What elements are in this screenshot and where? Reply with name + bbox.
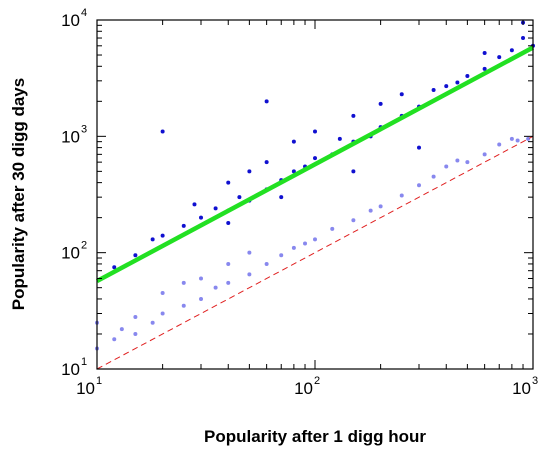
plot-frame [96,19,534,370]
data-point-blue [378,101,383,106]
data-point-blue [199,215,204,220]
data-point-blue [497,55,502,60]
y-axis-title: Popularity after 30 digg days [9,78,28,310]
data-point-lightblue [526,136,531,141]
reference-line [96,135,534,370]
data-point-lightblue [482,152,487,157]
data-point-lightblue [497,142,502,147]
y-tick-label-exponent: 3 [81,123,87,135]
data-point-blue [465,74,470,79]
data-point-lightblue [181,280,186,285]
data-point-blue [264,99,269,104]
data-point-lightblue [368,208,373,213]
data-point-lightblue [264,261,269,266]
data-point-blue [181,223,186,228]
data-point-blue [133,253,138,258]
y-tick-label-base: 10 [61,360,80,379]
lines-layer [95,45,535,370]
data-point-lightblue [330,226,335,231]
data-point-lightblue [279,253,284,258]
data-point-lightblue [199,296,204,301]
data-point-blue [192,202,197,207]
x-tick-label-exponent: 3 [532,375,538,387]
data-point-blue [509,48,514,53]
data-point-lightblue [465,160,470,165]
data-point-lightblue [303,241,308,246]
data-point-blue [351,113,356,118]
data-point-lightblue [417,183,422,188]
data-point-lightblue [455,158,460,163]
data-point-lightblue [133,331,138,336]
data-point-blue [313,156,317,161]
data-point-lightblue [291,245,296,250]
data-point-blue [150,237,155,242]
data-point-blue [264,160,269,165]
data-point-lightblue [378,204,383,209]
data-point-blue [431,88,436,93]
data-point-lightblue [133,314,138,319]
data-point-blue [279,195,284,200]
data-point-lightblue [160,291,165,296]
fit-line [95,45,535,284]
data-point-lightblue [226,261,231,266]
data-point-blue [521,36,526,41]
data-point-lightblue [119,327,124,332]
data-point-blue [313,129,317,134]
data-point-lightblue [509,136,514,141]
data-point-blue [399,92,404,97]
data-point-lightblue [247,250,252,255]
data-point-blue [237,195,242,200]
data-point-blue [226,220,231,225]
data-point-blue [482,51,487,56]
data-point-blue [337,136,342,141]
data-point-lightblue [313,237,317,242]
y-tick-label-base: 10 [61,127,80,146]
y-tick-label-base: 10 [61,244,80,263]
data-point-lightblue [351,218,356,223]
x-tick-label-base: 10 [294,379,313,398]
data-point-blue [160,233,165,238]
y-tick-label-exponent: 2 [81,240,87,252]
data-point-blue [444,84,449,89]
data-point-lightblue [150,320,155,325]
points-layer [95,20,535,351]
data-point-lightblue [431,174,436,179]
data-point-blue [112,265,117,270]
data-point-blue [291,169,296,174]
y-tick-label-exponent: 1 [81,356,87,368]
data-point-blue [351,169,356,174]
data-point-lightblue [112,337,117,342]
y-tick-label-base: 10 [61,11,80,30]
x-tick-label-base: 10 [512,379,531,398]
data-point-lightblue [213,285,218,290]
y-tick-label-exponent: 4 [81,7,87,19]
ticks-layer [96,19,534,370]
data-point-lightblue [199,276,204,281]
labels-layer: 10 1 10 2 10 310 110 210 310 4 [61,7,538,398]
data-point-blue [160,129,165,134]
data-point-lightblue [444,164,449,169]
x-tick-label-exponent: 1 [96,375,102,387]
data-point-blue [226,180,231,185]
data-point-blue [455,80,460,85]
data-point-lightblue [515,138,520,143]
data-point-blue [291,139,296,144]
data-point-lightblue [181,303,186,308]
data-point-lightblue [247,272,252,277]
data-point-blue [213,206,218,211]
x-tick-label-base: 10 [76,379,95,398]
data-point-lightblue [226,280,231,285]
data-point-blue [482,66,487,71]
x-axis-title: Popularity after 1 digg hour [204,427,426,446]
x-tick-label-exponent: 2 [314,375,320,387]
data-point-blue [417,145,422,150]
data-point-lightblue [399,193,404,198]
data-point-lightblue [160,311,165,316]
data-point-blue [247,169,252,174]
